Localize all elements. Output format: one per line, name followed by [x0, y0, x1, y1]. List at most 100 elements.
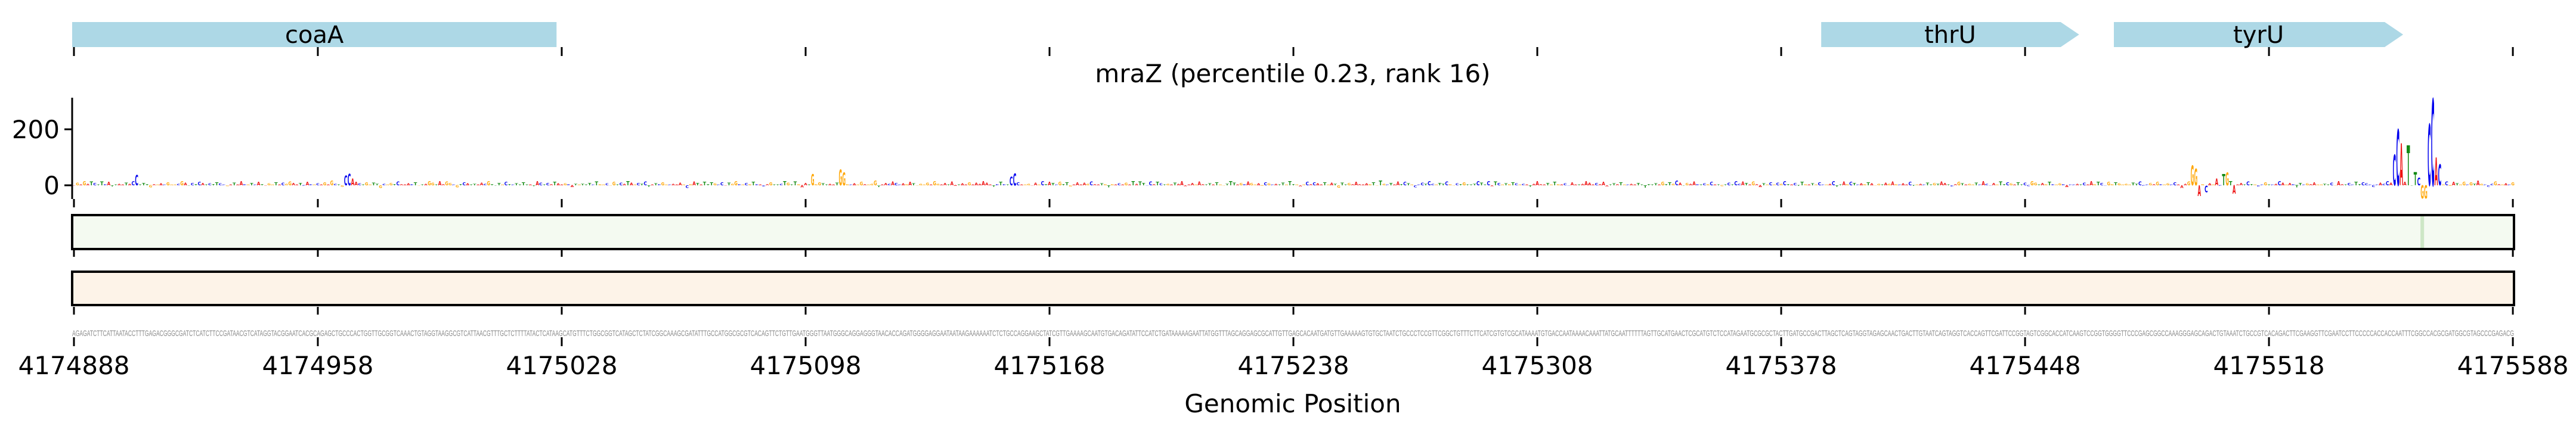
logo-letter-C: C — [2219, 185, 2222, 186]
logo-letter-A: A — [853, 183, 857, 186]
logo-letter-A: A — [1201, 184, 1205, 186]
logo-letter-A: A — [1083, 182, 1086, 186]
logo-letter-C: C — [397, 181, 400, 186]
logo-letter-G: G — [2044, 184, 2048, 186]
logo-letter-C: C — [546, 183, 550, 186]
logo-letter-A: A — [623, 184, 626, 186]
logo-letter-A: A — [1198, 181, 1202, 186]
logo-letter-A: A — [1842, 181, 1846, 187]
logo-letter-C: C — [1159, 183, 1163, 186]
logo-letter-C: C — [504, 181, 508, 186]
logo-letter-G: G — [2469, 182, 2473, 186]
logo-letter-T: T — [1100, 183, 1104, 186]
logo-letter-T: T — [2299, 182, 2302, 186]
logo-letter-A: A — [804, 183, 808, 186]
logo-letter-C: C — [1487, 181, 1490, 187]
gene-label: tyrU — [2233, 21, 2284, 49]
logo-letter-C: C — [1769, 181, 1773, 186]
y-axis-ticks: 0 200 — [12, 115, 72, 200]
logo-letter-T: T — [1797, 185, 1801, 186]
logo-letter-A: A — [2184, 184, 2187, 186]
logo-letter-C: C — [2393, 146, 2397, 195]
logo-letter-A: A — [724, 185, 727, 186]
logo-letter-A: A — [2379, 182, 2382, 186]
logo-letter-T: T — [727, 182, 731, 186]
logo-letter-T: T — [2097, 181, 2100, 186]
logo-letter-A: A — [466, 184, 469, 186]
logo-letter-G: G — [874, 180, 877, 187]
logo-letter-A: A — [1860, 184, 1863, 186]
logo-letter-A: A — [1358, 184, 1361, 185]
logo-letter-C: C — [2006, 181, 2010, 186]
logo-letter-C: C — [996, 184, 999, 186]
logo-letter-C: C — [2069, 185, 2072, 186]
logo-letter-T: T — [1811, 184, 1815, 186]
logo-letter-G: G — [1337, 185, 1340, 188]
logo-letter-A: A — [327, 185, 330, 186]
logo-letter-A: A — [1616, 184, 1620, 185]
logo-letter-A: A — [2180, 184, 2184, 189]
logo-letter-T: T — [376, 184, 380, 186]
logo-letter-A: A — [1246, 181, 1250, 186]
logo-letter-T: T — [1400, 184, 1403, 186]
attribution-track-green — [71, 214, 2515, 250]
logo-letter-T: T — [543, 185, 546, 186]
logo-letter-G: G — [602, 185, 605, 186]
logo-letter-G: G — [769, 181, 773, 186]
logo-letter-C: C — [191, 182, 194, 186]
logo-letter-T: T — [947, 185, 950, 186]
logo-letter-A: A — [403, 185, 407, 186]
logo-letter-G: G — [2225, 170, 2229, 190]
logo-letter-C: C — [1783, 181, 1787, 187]
logo-letter-A: A — [978, 184, 982, 186]
logo-letter-T: T — [2327, 185, 2330, 186]
logo-letter-T: T — [1174, 182, 1177, 186]
logo-letter-A: A — [675, 185, 679, 186]
logo-letter-G: G — [2093, 184, 2097, 186]
logo-letter-T: T — [1372, 182, 1376, 186]
logo-letter-G: G — [1038, 185, 1041, 186]
logo-letter-A: A — [940, 185, 943, 186]
logo-letter-A: A — [153, 184, 156, 186]
logo-letter-A: A — [550, 184, 553, 186]
logo-letter-A: A — [1630, 184, 1633, 186]
logo-letter-A: A — [2041, 182, 2045, 186]
logo-letter-A: A — [2399, 132, 2403, 200]
logo-letter-A: A — [1079, 185, 1083, 186]
logo-letter-G: G — [1222, 185, 1225, 186]
track-fill — [71, 271, 2515, 306]
logo-letter-T: T — [647, 185, 651, 188]
logo-letter-T: T — [1800, 181, 1804, 186]
logo-letter-A: A — [1020, 185, 1024, 186]
logo-letter-T: T — [2020, 185, 2023, 186]
logo-letter-G: G — [428, 181, 431, 187]
logo-letter-T: T — [1730, 185, 1734, 186]
logo-letter-G: G — [83, 181, 86, 187]
logo-letter-T: T — [1065, 182, 1069, 186]
logo-letter-T: T — [522, 182, 525, 186]
logo-letter-G: G — [1058, 181, 1062, 186]
logo-letter-C: C — [302, 185, 306, 186]
logo-letter-C: C — [2372, 185, 2376, 188]
logo-letter-C: C — [1431, 184, 1435, 186]
attribution-track-orange — [71, 271, 2515, 306]
logo-letter-T: T — [1407, 183, 1410, 186]
logo-letter-A: A — [1490, 185, 1494, 186]
logo-letter-G: G — [2107, 181, 2111, 186]
logo-letter-A: A — [1539, 184, 1543, 186]
logo-letter-G: G — [2333, 185, 2337, 186]
logo-letter-G: G — [689, 184, 692, 186]
logo-letter-T: T — [1787, 184, 1791, 186]
logo-letter-G: G — [633, 185, 637, 186]
x-tick-label: 4175238 — [1238, 351, 1349, 380]
logo-letter-C: C — [1978, 185, 1981, 186]
logo-letter-T: T — [2267, 185, 2271, 186]
logo-letter-G: G — [1773, 185, 1776, 186]
logo-letter-G: G — [1957, 181, 1961, 186]
logo-letter-T: T — [2358, 184, 2361, 185]
logo-letter-G: G — [1250, 182, 1253, 186]
logo-letter-C: C — [2490, 184, 2494, 186]
logo-letter-C: C — [1703, 183, 1707, 186]
logo-letter-G: G — [2424, 182, 2428, 204]
logo-letter-A: A — [184, 182, 187, 186]
